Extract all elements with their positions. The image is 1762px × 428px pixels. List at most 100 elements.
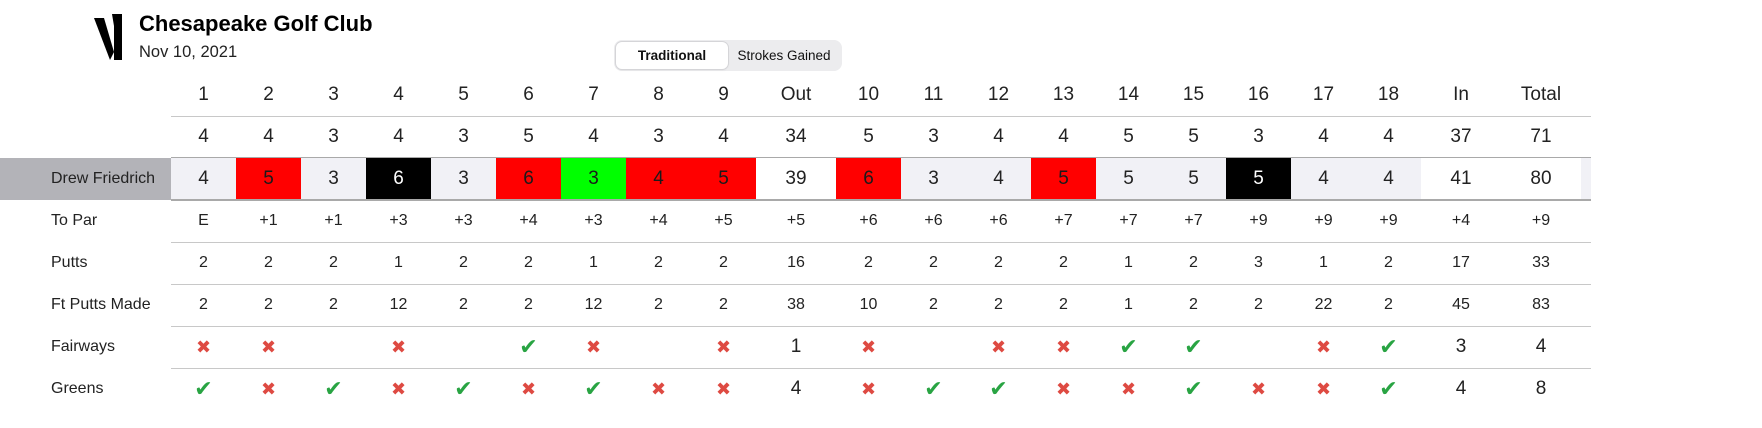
row-divider [171,326,1591,327]
hole-number-header: 8 [653,84,664,105]
stat-row-putts: Putts 2 2 2 1 2 2 1 2 2 16 2 2 2 2 1 2 3 1 2 17 33 [0,242,1762,284]
x-mark-icon: ✖ [1250,379,1267,399]
checkmark-icon: ✔ [924,376,943,401]
player-score-cell: 3 [458,168,469,189]
stat-cell: 2 [1384,296,1393,313]
x-mark-icon: ✖ [1055,337,1072,357]
par-cell: 71 [1530,126,1552,147]
stat-cell: 2 [864,254,873,271]
hit-cell: ✔ [431,368,496,410]
miss-cell: ✖ [836,368,901,410]
miss-cell: ✖ [691,368,756,410]
total-cell: 4 [790,378,802,399]
hole-number-header: 16 [1247,84,1270,105]
player-score-cell: 3 [928,168,939,189]
par-cell: 4 [588,126,599,147]
par-cell: 5 [1123,126,1134,147]
x-mark-icon: ✖ [520,379,537,399]
stat-cell: 2 [264,254,273,271]
player-score-cell: 5 [1188,168,1199,189]
hole-number-header: 15 [1182,84,1205,105]
empty-cell [901,326,966,368]
total-cell: 4 [1535,336,1547,357]
hole-number-header: Out [780,84,812,105]
stat-cell: E [198,212,209,229]
traditional-tab[interactable]: Traditional [616,42,728,69]
total-cell: 4 [1455,378,1467,399]
player-name[interactable]: Drew Friedrich [51,170,156,187]
player-score-cell: 5 [691,158,756,200]
stat-cell: 33 [1532,254,1550,271]
stat-cell: +1 [324,212,343,229]
hole-number-header: 7 [588,84,599,105]
x-mark-icon: ✖ [585,337,602,357]
checkmark-icon: ✔ [454,376,473,401]
player-score-cell: 5 [236,158,301,200]
stat-cell: 2 [524,254,533,271]
stat-cell: 2 [199,296,208,313]
stat-cell: +6 [989,212,1008,229]
hole-number-header: 2 [263,84,274,105]
miss-cell: ✖ [1291,326,1356,368]
player-score-cell: 5 [1031,158,1096,200]
player-score-cell: 41 [1421,158,1501,200]
player-score-cell: 5 [1226,158,1291,200]
stat-cell: +3 [389,212,408,229]
hole-number-header: 6 [523,84,534,105]
hole-number-header: Total [1520,84,1562,105]
stat-cell: 1 [394,254,403,271]
hit-cell: ✔ [1161,368,1226,410]
stat-row-label: Fairways [51,338,116,355]
checkmark-icon: ✔ [1119,334,1138,359]
miss-cell: ✖ [561,326,626,368]
par-cell: 4 [993,126,1004,147]
player-score-cell: 39 [756,158,836,200]
player-score-cell: 6 [496,158,561,200]
view-toggle: Traditional Strokes Gained [614,40,842,71]
miss-cell: ✖ [691,326,756,368]
row-divider [171,242,1591,243]
stat-cell: 2 [719,296,728,313]
stat-cell: +6 [924,212,943,229]
stat-cell: 10 [859,296,878,313]
stat-cell: 2 [459,254,468,271]
stat-cell: 2 [1189,296,1198,313]
par-cell: 5 [1188,126,1199,147]
player-score-cell: 4 [198,168,209,189]
stat-cell: 12 [584,296,603,313]
stat-cell: 1 [589,254,598,271]
miss-cell: ✖ [626,368,691,410]
stat-row-ft-putts-made: Ft Putts Made 2 2 2 12 2 2 12 2 2 38 10 2 2 2 1 2 2 22 2 45 8… [0,284,1762,326]
empty-cell [1226,326,1291,368]
par-cell: 3 [1253,126,1264,147]
stat-row-label: To Par [51,212,98,229]
checkmark-icon: ✔ [1379,376,1398,401]
hole-number-row: 1 2 3 4 5 6 7 8 9 Out 10 11 12 13 14 15 16 17 18 In Total [0,74,1762,116]
strokes-gained-tab[interactable]: Strokes Gained [728,42,840,69]
par-cell: 5 [863,126,874,147]
stat-cell: +9 [1314,212,1333,229]
hole-number-header: 18 [1377,84,1400,105]
total-cell: 3 [1455,336,1467,357]
x-mark-icon: ✖ [1315,337,1332,357]
stat-cell: +4 [1451,212,1471,229]
empty-cell [301,326,366,368]
miss-cell: ✖ [1031,326,1096,368]
stat-cell: 38 [787,296,805,313]
stat-cell: 2 [459,296,468,313]
x-mark-icon: ✖ [860,379,877,399]
stat-cell: +7 [1119,212,1138,229]
miss-cell: ✖ [836,326,901,368]
stat-cell: +9 [1379,212,1398,229]
par-cell: 4 [393,126,404,147]
empty-cell [626,326,691,368]
x-mark-icon: ✖ [860,337,877,357]
hole-number-header: 12 [987,84,1010,105]
checkmark-icon: ✔ [584,376,603,401]
stat-row-label: Putts [51,254,88,271]
stat-cell: 2 [1254,296,1263,313]
hit-cell: ✔ [301,368,366,410]
stat-cell: 2 [929,254,938,271]
stat-cell: 1 [1124,254,1133,271]
par-cell: 4 [198,126,209,147]
